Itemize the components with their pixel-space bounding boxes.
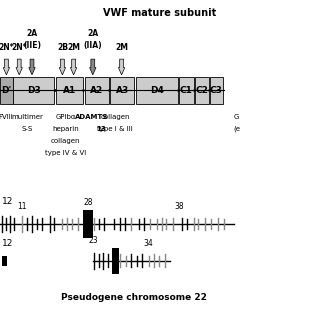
Text: 2N*: 2N* [12,43,27,52]
FancyArrow shape [90,59,96,75]
Bar [2,256,7,266]
Text: A2: A2 [90,86,103,95]
Bar [0,77,13,104]
Text: 28: 28 [83,198,93,207]
Text: 2M: 2M [115,43,128,52]
Text: 38: 38 [174,202,184,211]
Text: GPIbα: GPIbα [55,114,76,120]
Text: C2: C2 [195,86,208,95]
Text: A1: A1 [63,86,76,95]
Text: multimer: multimer [11,114,43,120]
Text: D': D' [1,86,12,95]
Text: (IIA): (IIA) [84,41,102,50]
Text: collagen: collagen [51,138,80,144]
Text: ADAMTS: ADAMTS [75,114,108,120]
Text: 13: 13 [96,126,106,132]
Text: type I & III: type I & III [97,126,133,132]
Bar [13,77,54,104]
Text: 2A: 2A [27,29,37,38]
Text: D3: D3 [27,86,40,95]
Bar [195,77,209,104]
Text: (e: (e [234,126,241,132]
Text: VWF mature subunit: VWF mature subunit [103,8,217,18]
Bar [210,77,223,104]
FancyArrow shape [29,59,35,75]
Text: 11: 11 [18,202,27,211]
Text: S-S: S-S [21,126,33,132]
FancyArrow shape [118,59,125,75]
Bar [179,77,194,104]
Text: heparin: heparin [52,126,79,132]
Bar [136,77,178,104]
Text: 34: 34 [143,239,153,248]
Bar [56,77,83,104]
Text: Pseudogene chromosome 22: Pseudogene chromosome 22 [61,293,207,302]
Text: G: G [234,114,239,120]
Bar [83,210,93,238]
Text: type IV & VI: type IV & VI [45,150,86,156]
Text: 2M: 2M [67,43,80,52]
FancyArrow shape [70,59,77,75]
Text: D4: D4 [150,86,164,95]
Bar [112,248,119,274]
FancyArrow shape [16,59,22,75]
Bar [110,77,134,104]
FancyArrow shape [3,59,10,75]
Text: A3: A3 [116,86,129,95]
Text: (IIE): (IIE) [23,41,41,50]
Text: collagen: collagen [100,114,130,120]
Text: 2A: 2A [87,29,98,38]
Bar [85,77,109,104]
Text: 12: 12 [2,197,13,206]
Text: 2B: 2B [57,43,68,52]
FancyArrow shape [59,59,66,75]
Text: 2N*: 2N* [0,43,14,52]
Text: FVIII: FVIII [0,114,13,120]
Text: 23: 23 [89,236,99,245]
Text: C1: C1 [180,86,193,95]
Text: 12: 12 [2,239,13,248]
Text: C3: C3 [210,86,223,95]
